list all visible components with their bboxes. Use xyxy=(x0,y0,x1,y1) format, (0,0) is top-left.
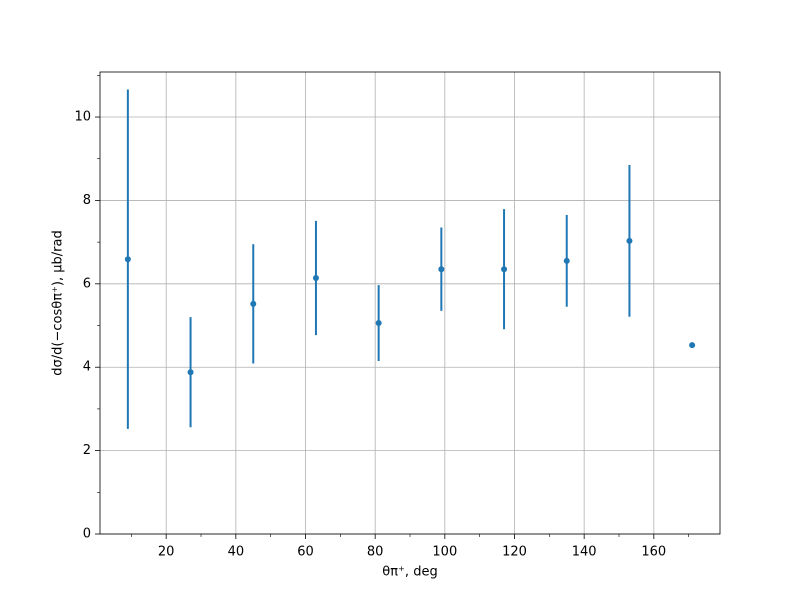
plot-frame xyxy=(99,71,721,535)
data-point xyxy=(375,320,382,327)
data-point xyxy=(312,274,319,281)
x-tick-label: 120 xyxy=(502,545,527,560)
y-tick-label: 8 xyxy=(83,193,91,208)
y-axis-label: dσ/d(−cosθπ⁺), μb/rad xyxy=(51,230,66,375)
y-tick-label: 10 xyxy=(74,110,91,125)
data-point xyxy=(563,257,570,264)
data-point xyxy=(689,342,696,349)
x-tick-label: 60 xyxy=(297,545,314,560)
data-point xyxy=(124,256,131,263)
data-point xyxy=(501,266,508,273)
data-point xyxy=(626,237,633,244)
data-point xyxy=(250,300,257,307)
x-tick-label: 80 xyxy=(367,545,384,560)
x-axis-label: θπ⁺, deg xyxy=(382,565,437,580)
x-tick-label: 100 xyxy=(432,545,457,560)
data-point xyxy=(187,369,194,376)
x-tick-label: 20 xyxy=(158,545,175,560)
data-point xyxy=(438,266,445,273)
x-tick-label: 40 xyxy=(228,545,245,560)
y-tick-label: 0 xyxy=(83,527,91,542)
y-tick-label: 4 xyxy=(83,360,91,375)
y-tick-label: 2 xyxy=(83,443,91,458)
y-tick-label: 6 xyxy=(83,276,91,291)
x-tick-label: 140 xyxy=(572,545,597,560)
x-tick-label: 160 xyxy=(641,545,666,560)
